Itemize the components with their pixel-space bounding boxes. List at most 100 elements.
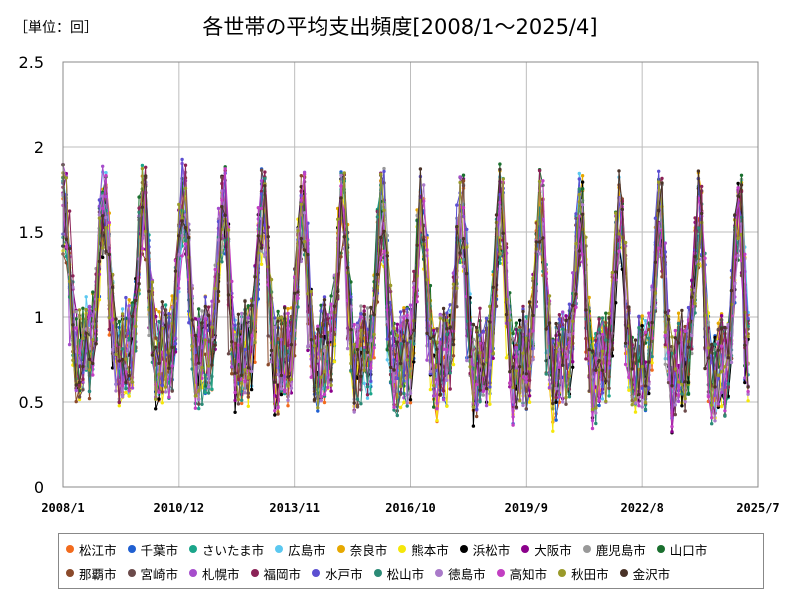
data-point xyxy=(263,170,267,174)
data-point xyxy=(610,270,615,275)
data-point xyxy=(521,351,525,355)
data-point xyxy=(561,400,565,404)
data-point xyxy=(230,340,234,344)
data-point xyxy=(243,368,247,372)
data-point xyxy=(220,260,224,264)
data-point xyxy=(455,286,459,291)
data-point xyxy=(256,234,260,238)
data-point xyxy=(134,298,138,303)
data-point xyxy=(627,375,631,380)
data-point xyxy=(97,216,102,220)
legend-label: 松山市 xyxy=(386,566,425,582)
data-point xyxy=(554,321,558,326)
data-point xyxy=(355,321,360,325)
data-point xyxy=(594,421,598,426)
data-point xyxy=(163,313,168,317)
data-point xyxy=(87,368,92,372)
data-point xyxy=(183,163,188,167)
data-point xyxy=(170,294,174,298)
data-point xyxy=(322,345,327,349)
legend-item: さいたま市 xyxy=(187,540,264,559)
data-point xyxy=(597,368,601,372)
data-point xyxy=(736,236,740,241)
data-point xyxy=(101,246,105,250)
legend: 松江市 千葉市 さいたま市 広島市 奈良市 熊本市 浜松市 大阪市 鹿児島市 山口市 那覇市 宮崎市… xyxy=(58,533,764,589)
data-point xyxy=(402,309,406,313)
data-point xyxy=(114,389,118,393)
data-point xyxy=(617,232,621,236)
data-point xyxy=(531,357,535,361)
data-point xyxy=(471,337,476,342)
data-point xyxy=(299,259,303,264)
legend-marker xyxy=(458,544,470,554)
data-point xyxy=(147,289,151,293)
data-point xyxy=(124,380,128,385)
data-point xyxy=(359,374,363,378)
data-point xyxy=(518,328,522,332)
data-point xyxy=(236,377,241,382)
data-point xyxy=(372,313,376,317)
data-point xyxy=(369,305,373,310)
data-point xyxy=(369,379,373,383)
data-point xyxy=(362,346,366,350)
data-point xyxy=(322,298,327,302)
data-point xyxy=(385,358,389,362)
data-point xyxy=(64,237,69,241)
data-point xyxy=(541,179,545,183)
legend-item: 徳島市 xyxy=(433,564,486,583)
data-point xyxy=(597,327,601,332)
data-point xyxy=(233,410,237,414)
data-point xyxy=(77,395,82,399)
data-point xyxy=(746,334,750,339)
data-point xyxy=(547,294,552,298)
data-point xyxy=(544,372,548,376)
data-point xyxy=(140,205,145,209)
data-point xyxy=(468,365,472,369)
data-point xyxy=(97,198,102,202)
data-point xyxy=(236,343,241,347)
data-point xyxy=(329,378,333,382)
data-point xyxy=(302,248,307,252)
data-point xyxy=(197,361,201,365)
data-point xyxy=(561,327,565,331)
data-point xyxy=(385,348,389,352)
data-point xyxy=(180,254,184,258)
legend-label: さいたま市 xyxy=(202,542,265,558)
data-point xyxy=(382,229,386,234)
data-point xyxy=(326,317,330,321)
data-point xyxy=(524,372,528,376)
data-point xyxy=(683,329,687,333)
data-point xyxy=(77,351,82,355)
data-point xyxy=(726,382,730,386)
data-point xyxy=(120,312,125,316)
data-point xyxy=(339,173,343,178)
data-point xyxy=(415,243,419,247)
data-point xyxy=(200,365,204,370)
data-point xyxy=(719,404,724,409)
data-point xyxy=(157,390,161,394)
data-point xyxy=(723,414,727,418)
data-point xyxy=(537,240,542,244)
data-point xyxy=(617,169,621,173)
data-point xyxy=(524,407,528,411)
data-point xyxy=(478,400,482,404)
data-point xyxy=(210,363,214,367)
data-point xyxy=(286,375,290,379)
data-point xyxy=(580,174,585,178)
data-point xyxy=(637,392,641,397)
data-point xyxy=(640,324,644,328)
data-point xyxy=(203,390,207,394)
legend-label: 鹿児島市 xyxy=(595,542,646,558)
data-point xyxy=(210,387,214,391)
legend-marker xyxy=(64,544,76,554)
data-point xyxy=(77,308,82,312)
data-point xyxy=(726,322,730,327)
data-point xyxy=(322,400,327,405)
data-point xyxy=(402,306,406,310)
data-point xyxy=(551,401,555,406)
data-point xyxy=(713,419,717,423)
data-point xyxy=(700,211,704,216)
data-point xyxy=(448,387,452,391)
data-point xyxy=(604,321,608,325)
data-point xyxy=(240,373,244,377)
